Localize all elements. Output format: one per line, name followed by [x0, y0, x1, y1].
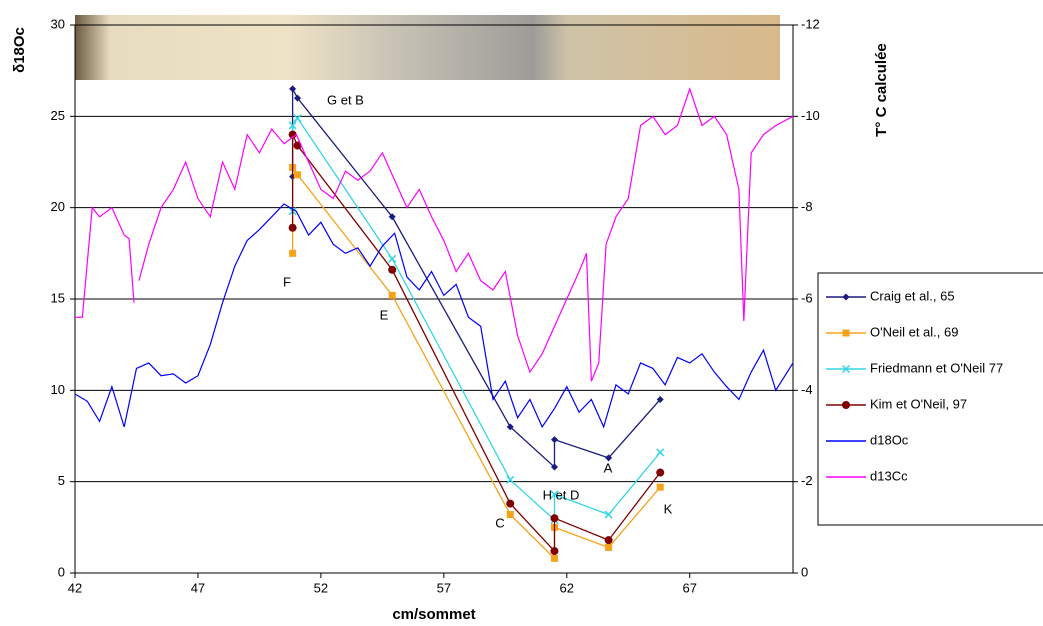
marker: [388, 291, 396, 299]
marker: [550, 547, 559, 556]
marker: [388, 254, 397, 263]
series-line: [74, 203, 794, 429]
y-tick-label: 0: [58, 564, 65, 579]
y2-tick-label: -4: [801, 382, 813, 397]
legend-label: d18Oc: [870, 432, 909, 447]
annotation: G et B: [327, 92, 364, 107]
marker: [550, 554, 558, 562]
legend-label: d13Cc: [870, 468, 908, 483]
marker: [841, 364, 851, 374]
y2-tick-label: -6: [801, 290, 813, 305]
annotation: H et D: [543, 487, 580, 502]
y2-tick-label: -2: [801, 473, 813, 488]
y2-axis-label: T° C calculée: [873, 43, 890, 137]
marker: [506, 511, 514, 519]
x-tick-label: 42: [68, 580, 82, 595]
series-line: [291, 134, 661, 553]
marker: [293, 141, 302, 150]
y2-tick-label: -8: [801, 199, 813, 214]
legend-label: Friedmann et O'Neil 77: [870, 360, 1003, 375]
y2-tick-label: -10: [801, 108, 820, 123]
marker: [293, 114, 302, 123]
x-axis-label: cm/sommet: [392, 606, 475, 623]
marker: [506, 499, 515, 508]
series-line: [291, 88, 661, 469]
marker: [506, 475, 515, 484]
marker: [388, 265, 397, 274]
marker: [604, 536, 613, 545]
series-line: [75, 87, 794, 382]
marker: [604, 510, 613, 519]
legend-label: Craig et al., 65: [870, 288, 955, 303]
x-tick-label: 52: [314, 580, 328, 595]
annotation: A: [604, 460, 613, 475]
annotation: E: [380, 307, 389, 322]
x-tick-label: 62: [560, 580, 574, 595]
marker: [288, 121, 297, 130]
marker: [842, 401, 850, 409]
x-tick-label: 67: [682, 580, 696, 595]
annotation: C: [495, 515, 504, 530]
marker: [506, 423, 514, 431]
marker: [550, 514, 559, 523]
marker: [842, 329, 850, 337]
y-axis-label: δ18Oc: [11, 27, 28, 73]
marker: [294, 94, 302, 102]
y-tick-label: 25: [51, 108, 65, 123]
series-line: [291, 165, 661, 560]
annotation: F: [283, 274, 291, 289]
y-tick-label: 15: [51, 290, 65, 305]
marker: [656, 483, 664, 491]
x-tick-label: 57: [437, 580, 451, 595]
legend: Craig et al., 65 O'Neil et al., 69 Friedma…: [817, 272, 1043, 526]
marker: [656, 395, 664, 403]
marker: [289, 85, 297, 93]
marker: [550, 463, 558, 471]
marker: [605, 543, 613, 551]
marker: [656, 468, 665, 477]
marker: [388, 213, 396, 221]
y-tick-label: 30: [51, 16, 65, 31]
marker: [550, 490, 559, 499]
y-tick-label: 20: [51, 199, 65, 214]
x-tick-label: 47: [191, 580, 205, 595]
legend-label: O'Neil et al., 69: [870, 324, 958, 339]
y-tick-label: 10: [51, 382, 65, 397]
marker: [605, 454, 613, 462]
marker: [550, 436, 558, 444]
legend-box: [817, 272, 1043, 526]
marker: [656, 448, 665, 457]
y2-tick-label: -12: [801, 16, 820, 31]
y-tick-label: 5: [58, 473, 65, 488]
legend-label: Kim et O'Neil, 97: [870, 396, 967, 411]
annotation: K: [664, 501, 673, 516]
marker: [294, 171, 302, 179]
y2-tick-label: 0: [801, 564, 808, 579]
marker: [288, 223, 297, 232]
core-photo: [75, 15, 780, 80]
marker: [289, 249, 297, 257]
marker: [842, 293, 850, 301]
